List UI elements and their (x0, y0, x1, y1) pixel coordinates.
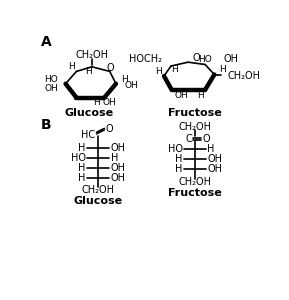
Text: OH: OH (125, 81, 138, 90)
Text: O: O (106, 124, 114, 134)
Text: CH₂OH: CH₂OH (75, 50, 108, 60)
Text: H: H (219, 65, 226, 74)
Text: Glucose: Glucose (64, 108, 113, 118)
Text: H: H (155, 67, 162, 76)
Text: H: H (68, 62, 75, 71)
Text: C: C (185, 134, 192, 144)
Text: HO: HO (71, 153, 86, 163)
Text: B: B (41, 118, 51, 131)
Text: Fructose: Fructose (168, 188, 222, 198)
Text: HO: HO (168, 144, 183, 154)
Text: OH: OH (110, 143, 125, 153)
Text: O: O (107, 63, 114, 73)
Text: HOCH₂: HOCH₂ (129, 54, 162, 64)
Text: H: H (121, 75, 128, 84)
Text: CH₂OH: CH₂OH (179, 122, 212, 132)
Text: OH: OH (208, 154, 223, 164)
Text: H: H (86, 67, 92, 76)
Text: HO: HO (198, 56, 212, 64)
Text: OH: OH (208, 164, 223, 174)
Text: H: H (78, 173, 86, 183)
Text: A: A (41, 35, 51, 49)
Text: O: O (193, 53, 200, 63)
Text: H: H (93, 98, 100, 107)
Text: Glucose: Glucose (74, 196, 123, 206)
Text: O: O (203, 134, 210, 144)
Text: OH: OH (44, 84, 58, 93)
Text: OH: OH (110, 173, 125, 183)
Text: HO: HO (44, 75, 58, 84)
Text: H: H (175, 164, 183, 174)
Text: H: H (78, 143, 86, 153)
Text: H: H (175, 154, 183, 164)
Text: OH: OH (110, 163, 125, 173)
Text: CH₂OH: CH₂OH (81, 185, 115, 195)
Text: H: H (197, 91, 204, 100)
Text: H: H (78, 163, 86, 173)
Text: OH: OH (102, 98, 116, 107)
Text: Fructose: Fructose (168, 108, 222, 118)
Text: H: H (110, 153, 118, 163)
Text: OH: OH (224, 54, 239, 64)
Text: H: H (208, 144, 215, 154)
Text: OH: OH (175, 91, 189, 100)
Text: CH₂OH: CH₂OH (179, 177, 212, 187)
Text: H: H (171, 64, 178, 74)
Text: HC: HC (81, 130, 95, 140)
Text: CH₂OH: CH₂OH (227, 71, 261, 81)
